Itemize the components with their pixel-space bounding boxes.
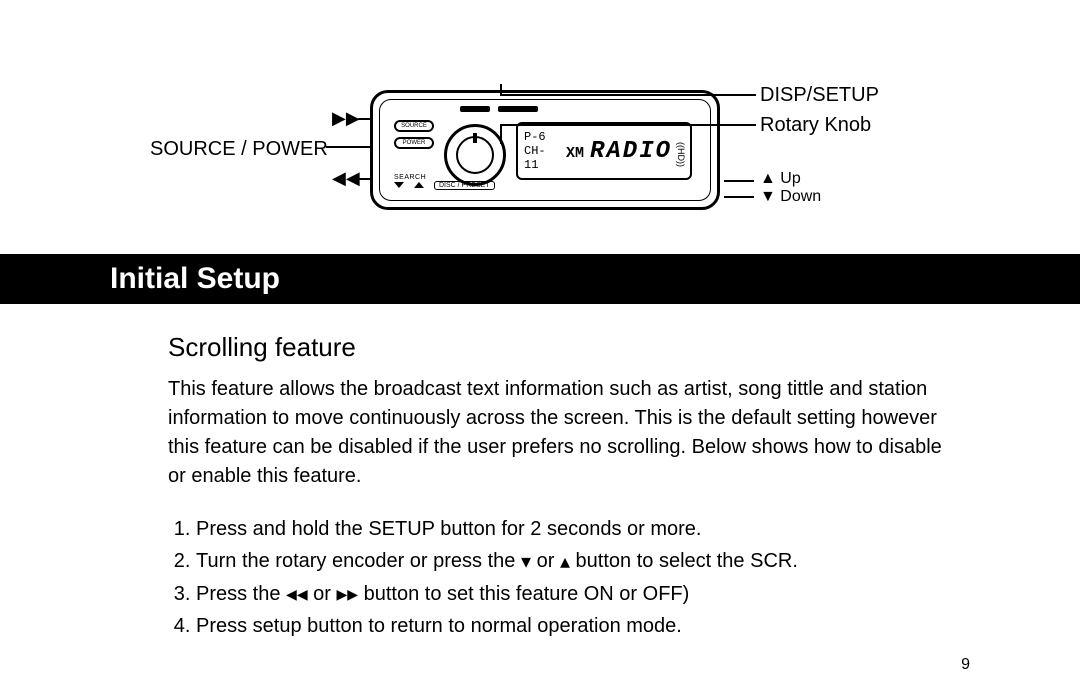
step-2-b: or <box>537 550 560 572</box>
subsection-heading: Scrolling feature <box>168 332 948 363</box>
rewind-icon: ◀◀ <box>332 168 360 189</box>
up-triangle-icon: ▲ <box>760 170 776 188</box>
up-down-legend: ▲ Up ▼ Down <box>760 170 821 206</box>
steps-list: Press and hold the SETUP button for 2 se… <box>168 513 948 642</box>
lcd-left-block: P-6 CH- 11 <box>518 130 566 172</box>
lcd-brand: XM <box>566 145 584 162</box>
fast-forward-icon: ▶▶ <box>337 578 359 610</box>
left-button-column: SOURCE POWER <box>394 120 434 154</box>
step-1: Press and hold the SETUP button for 2 se… <box>196 513 948 545</box>
leader-line <box>500 94 756 96</box>
lcd-channel: CH- 11 <box>524 144 566 172</box>
lcd-word: RADIO <box>590 138 672 165</box>
step-3-b: or <box>313 583 336 605</box>
leader-line <box>500 124 502 144</box>
down-triangle-icon: ▼ <box>760 188 776 206</box>
lcd-preset: P-6 <box>524 130 566 144</box>
preset-chip: DISC / PRESET <box>434 181 495 190</box>
rotary-knob-icon <box>444 124 506 186</box>
section-banner: Initial Setup <box>0 254 1080 304</box>
device-bezel: SOURCE POWER SEARCH P-6 CH- 11 XMRADIO (… <box>379 99 711 201</box>
section-body: Scrolling feature This feature allows th… <box>168 332 948 642</box>
step-3-c: button to set this feature ON or OFF) <box>364 583 690 605</box>
up-icon <box>414 182 424 188</box>
label-rotary-knob: Rotary Knob <box>760 114 871 137</box>
leader-line <box>724 180 754 182</box>
lcd-main-text: XM RADIO <box>566 138 672 165</box>
section-title: Initial Setup <box>0 262 280 296</box>
device-diagram: SOURCE / POWER ▶▶ ◀◀ SOURCE POWER SEARCH <box>0 60 1080 240</box>
step-2: Turn the rotary encoder or press the ▾ o… <box>196 545 948 578</box>
lcd-side: ((HD)) <box>676 142 686 160</box>
leader-line <box>724 196 754 198</box>
label-source-power: SOURCE / POWER <box>150 138 328 161</box>
label-down: Down <box>780 188 821 205</box>
manual-page: SOURCE / POWER ▶▶ ◀◀ SOURCE POWER SEARCH <box>0 0 1080 698</box>
setup-button-icon <box>498 106 538 112</box>
label-disp-setup: DISP/SETUP <box>760 84 879 107</box>
intro-paragraph: This feature allows the broadcast text i… <box>168 375 948 491</box>
radio-device: SOURCE POWER SEARCH P-6 CH- 11 XMRADIO (… <box>370 90 720 210</box>
down-triangle-icon: ▾ <box>521 546 531 578</box>
step-4: Press setup button to return to normal o… <box>196 610 948 642</box>
device-bottom-row: DISC / PRESET <box>394 178 696 192</box>
leader-line <box>500 84 502 94</box>
disp-button-icon <box>460 106 490 112</box>
step-3-a: Press the <box>196 583 286 605</box>
page-number: 9 <box>961 656 970 674</box>
device-topstrip <box>460 106 690 116</box>
rewind-icon: ◀◀ <box>286 578 308 610</box>
leader-line <box>500 124 756 126</box>
up-triangle-icon: ▴ <box>560 546 570 578</box>
source-button: SOURCE <box>394 120 434 132</box>
power-button: POWER <box>394 137 434 149</box>
step-3: Press the ◀◀ or ▶▶ button to set this fe… <box>196 578 948 611</box>
down-icon <box>394 182 404 188</box>
lcd-screen: P-6 CH- 11 XM RADIO ((HD)) <box>516 122 692 180</box>
step-2-a: Turn the rotary encoder or press the <box>196 550 521 572</box>
fast-forward-icon: ▶▶ <box>332 108 360 129</box>
step-2-c: button to select the SCR. <box>576 550 798 572</box>
label-up: Up <box>780 170 800 187</box>
